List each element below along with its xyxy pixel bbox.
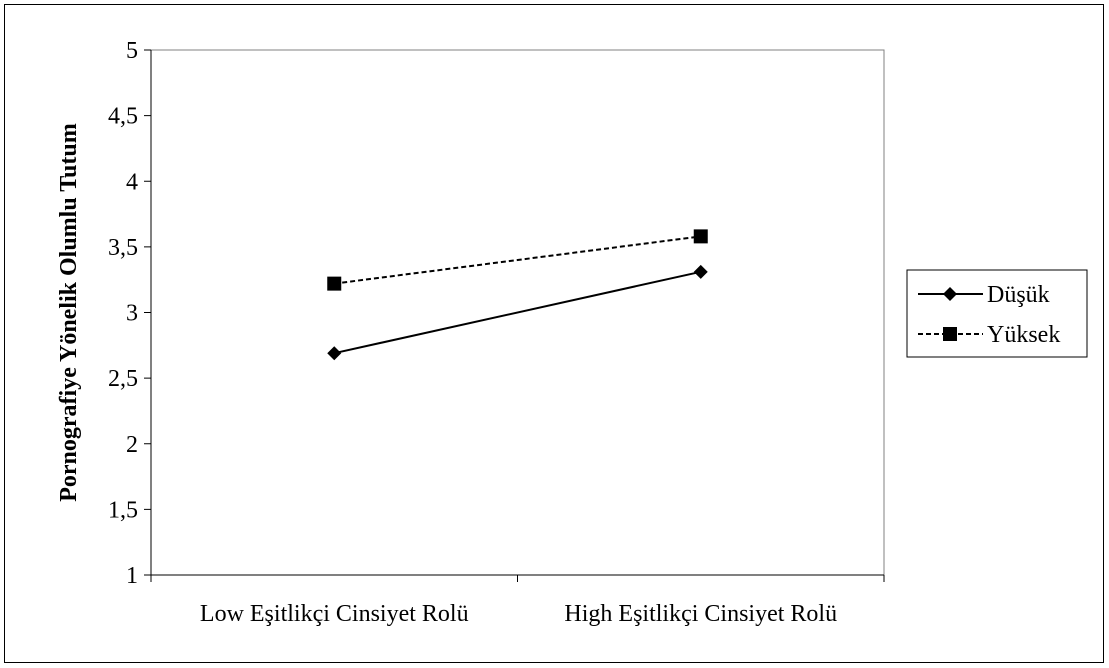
diamond-marker bbox=[943, 287, 957, 301]
y-tick-label: 4 bbox=[126, 169, 138, 195]
y-tick-label: 3,5 bbox=[108, 235, 138, 261]
series-Yüksek bbox=[327, 229, 708, 291]
square-marker bbox=[327, 276, 342, 291]
legend-label: Düşük bbox=[987, 282, 1050, 308]
legend: Düşük Yüksek bbox=[906, 269, 1088, 358]
y-tick-label: 4,5 bbox=[108, 104, 138, 130]
y-tick-label: 2 bbox=[126, 432, 138, 458]
legend-box bbox=[906, 269, 1088, 358]
series-line bbox=[334, 235, 701, 285]
y-axis-title: Pornografiye Yönelik Olumlu Tutum bbox=[56, 123, 82, 502]
y-tick-label: 3 bbox=[126, 301, 138, 327]
legend-label: Yüksek bbox=[987, 322, 1060, 348]
y-tick-label: 1,5 bbox=[108, 497, 138, 523]
series-layer bbox=[327, 229, 708, 361]
legend-item: Düşük bbox=[918, 282, 1050, 308]
square-marker bbox=[693, 229, 708, 244]
x-tick-label: Low Eşitlikçi Cinsiyet Rolü bbox=[200, 601, 469, 627]
series-Düşük bbox=[327, 264, 708, 361]
x-axis: Low Eşitlikçi Cinsiyet Rolü High Eşitlikç… bbox=[150, 574, 885, 627]
legend-item: Yüksek bbox=[918, 322, 1060, 348]
diamond-marker bbox=[693, 264, 708, 279]
y-tick-label: 5 bbox=[126, 38, 138, 64]
y-tick-label: 2,5 bbox=[108, 366, 138, 392]
series-line bbox=[334, 270, 701, 355]
square-marker bbox=[943, 327, 957, 341]
x-tick-label: High Eşitlikçi Cinsiyet Rolü bbox=[564, 601, 837, 627]
diamond-marker bbox=[327, 346, 342, 361]
y-tick-label: 1 bbox=[126, 563, 138, 589]
chart-frame bbox=[4, 4, 1104, 663]
y-axis: 1 1,5 2 2,5 3 3,5 4 4,5 5 bbox=[108, 38, 152, 589]
